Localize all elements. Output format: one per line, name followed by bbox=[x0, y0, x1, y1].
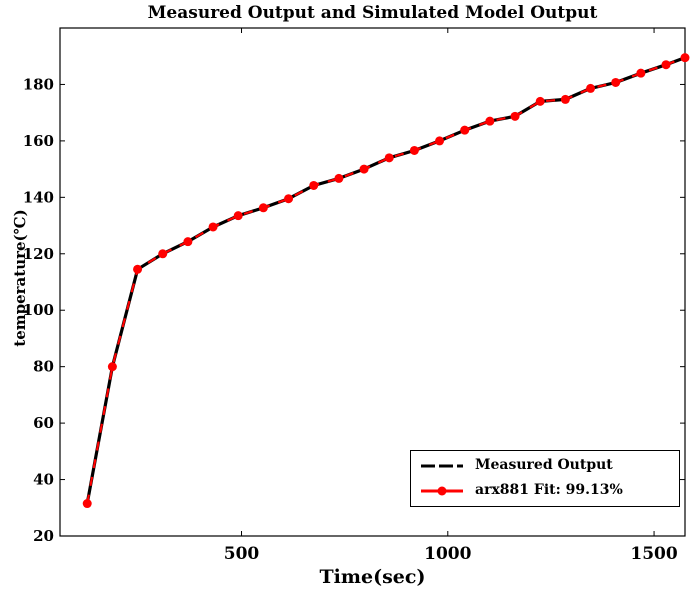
y-tick-label: 180 bbox=[23, 75, 54, 93]
data-point-fit bbox=[284, 194, 294, 204]
data-point-fit bbox=[560, 94, 570, 104]
x-tick-label: 1500 bbox=[630, 544, 677, 564]
data-point-fit bbox=[586, 83, 596, 93]
data-point-fit bbox=[611, 77, 621, 87]
y-axis-label: temperature(℃) bbox=[11, 209, 29, 347]
data-point-fit bbox=[460, 125, 470, 135]
x-axis-ticks: 500 1000 1500 bbox=[224, 28, 678, 564]
y-tick-label: 60 bbox=[33, 414, 54, 432]
data-point-fit bbox=[208, 222, 218, 232]
y-tick-label: 160 bbox=[23, 132, 54, 150]
x-axis-label: Time(sec) bbox=[319, 566, 426, 588]
y-tick-label: 140 bbox=[23, 188, 54, 206]
legend-label-measured: Measured Output bbox=[475, 457, 613, 473]
data-point-fit bbox=[258, 203, 268, 213]
data-point-fit bbox=[535, 96, 545, 106]
y-tick-label: 100 bbox=[23, 301, 54, 319]
series-layer bbox=[82, 53, 690, 509]
data-point-fit bbox=[82, 499, 92, 509]
chart-title: Measured Output and Simulated Model Outp… bbox=[147, 3, 598, 23]
data-point-fit bbox=[359, 164, 369, 174]
legend-swatch-fit bbox=[421, 486, 463, 496]
legend-entry-measured: Measured Output bbox=[411, 454, 679, 478]
data-point-fit bbox=[334, 173, 344, 183]
y-tick-label: 40 bbox=[33, 471, 54, 489]
y-axis-ticks: 20 40 60 80 100 120 140 160 180 bbox=[23, 75, 685, 545]
data-point-fit bbox=[233, 211, 243, 221]
legend-swatch-measured bbox=[421, 464, 463, 468]
data-point-fit bbox=[409, 145, 419, 155]
data-point-fit bbox=[309, 180, 319, 190]
data-point-fit bbox=[485, 116, 495, 126]
data-point-fit bbox=[133, 264, 143, 274]
data-point-fit bbox=[384, 153, 394, 163]
data-point-fit bbox=[183, 237, 193, 247]
data-point-fit bbox=[510, 111, 520, 121]
y-tick-label: 20 bbox=[33, 527, 54, 545]
legend: Measured Output arx881 Fit: 99.13% bbox=[410, 450, 680, 507]
legend-label-fit: arx881 Fit: 99.13% bbox=[475, 482, 623, 498]
y-tick-label: 80 bbox=[33, 358, 54, 376]
x-tick-label: 1000 bbox=[424, 544, 471, 564]
data-point-fit bbox=[158, 249, 168, 259]
data-point-fit bbox=[435, 136, 445, 146]
data-point-fit bbox=[661, 60, 671, 70]
data-point-fit bbox=[107, 362, 117, 372]
x-tick-label: 500 bbox=[224, 544, 260, 564]
legend-entry-fit: arx881 Fit: 99.13% bbox=[411, 479, 679, 503]
data-point-fit bbox=[636, 68, 646, 78]
data-point-fit bbox=[680, 53, 690, 63]
y-tick-label: 120 bbox=[23, 245, 54, 263]
